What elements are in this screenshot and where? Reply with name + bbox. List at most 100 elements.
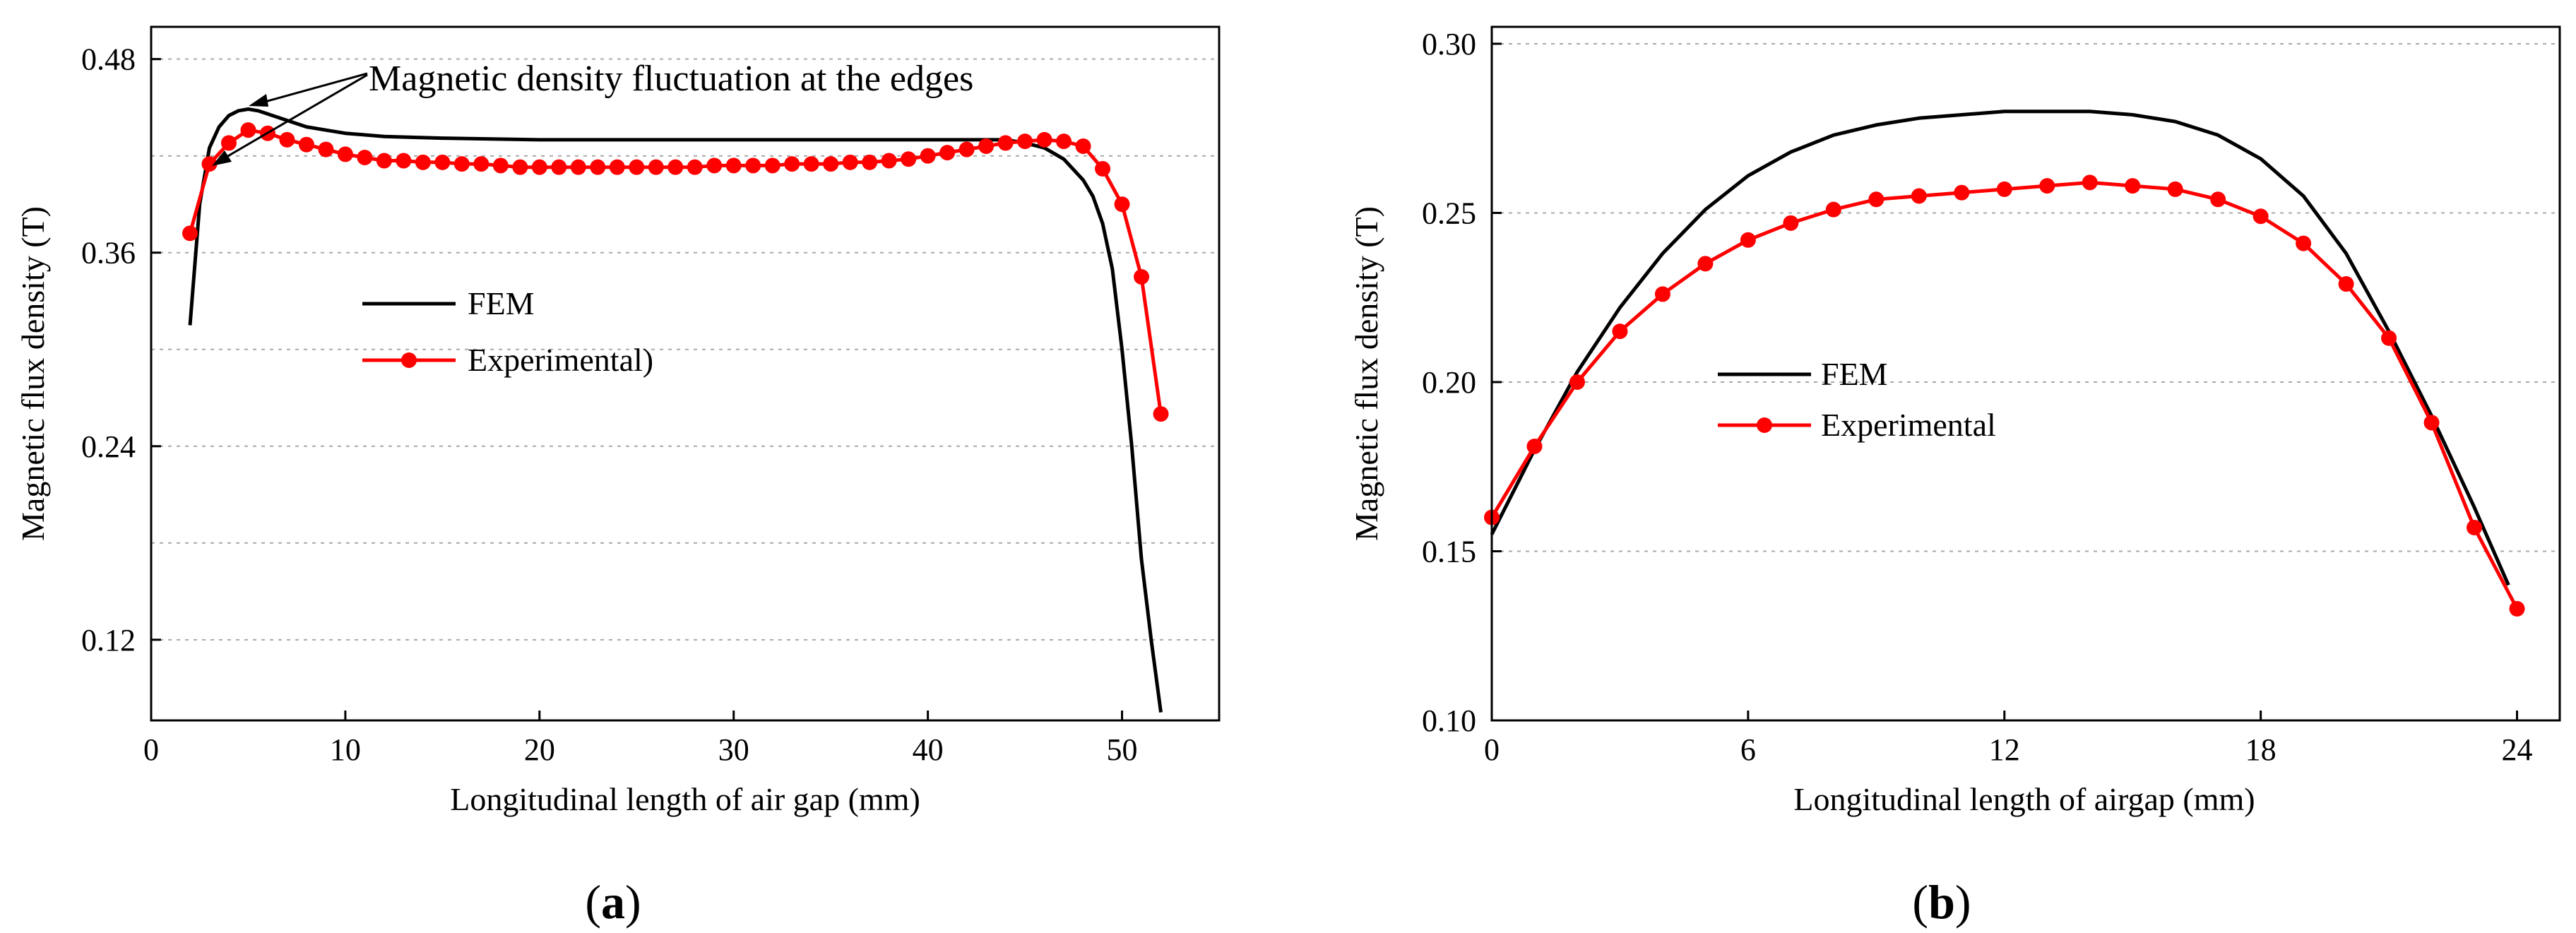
chart-b-series-experimental-point — [1697, 256, 1714, 272]
chart-a-x-tick-label: 40 — [913, 732, 944, 767]
chart-a-plot-frame — [150, 25, 1221, 722]
chart-a-series-experimental-point — [434, 154, 451, 170]
chart-a-series-experimental-point — [881, 153, 897, 169]
chart-a-x-tick-label: 30 — [718, 732, 749, 767]
legend-fem-label: FEM — [1821, 356, 1888, 392]
chart-a-series-experimental-point — [453, 156, 470, 172]
chart-b-y-tick-label: 0.10 — [1422, 703, 1476, 738]
chart-b-series-experimental-point — [1783, 215, 1799, 231]
legend-experimental-label: Experimental — [1821, 407, 1996, 443]
chart-b-series-experimental-line — [1490, 180, 2519, 610]
chart-a-series-experimental-point — [609, 159, 625, 175]
chart-a-x-axis-label: Longitudinal length of air gap (mm) — [450, 781, 920, 817]
chart-a-series-experimental-point — [648, 159, 664, 175]
chart-a-series-experimental-point — [823, 156, 839, 172]
chart-b-x-tick-label: 6 — [1740, 732, 1756, 767]
chart-a-series-experimental-point — [706, 158, 723, 174]
chart-a-series-experimental-point — [396, 153, 412, 169]
annotation-arrow-upper — [259, 72, 368, 105]
chart-b-series-experimental-point — [2423, 415, 2440, 431]
chart-a-series-experimental-point — [512, 159, 528, 175]
chart-a-series-experimental-point — [997, 135, 1014, 151]
chart-b-series-experimental-point — [2467, 519, 2483, 535]
chart-a-series-experimental-point — [958, 141, 975, 158]
chart-a-series-experimental-point — [415, 154, 431, 170]
chart-b-x-axis-label: Longitudinal length of airgap (mm) — [1793, 781, 2255, 817]
chart-a-panel-letter: a — [601, 875, 625, 929]
chart-b-series-experimental-point — [2125, 178, 2141, 194]
chart-b-series-experimental-point — [2039, 178, 2055, 194]
chart-a-series-experimental-point — [1095, 160, 1111, 177]
chart-a-panel-label: (a) — [585, 875, 641, 929]
chart-b-series-experimental-point — [1740, 232, 1756, 248]
legend-experimental-marker — [1757, 417, 1772, 433]
annotation-arrow-lower — [221, 73, 368, 161]
chart-b-series-experimental-point — [2082, 174, 2098, 191]
chart-a-x-tick-label: 0 — [143, 732, 159, 767]
chart-a-series-experimental-point — [240, 122, 256, 138]
chart-a-series-experimental-point — [784, 156, 800, 172]
chart-a-series-experimental-point — [764, 158, 780, 174]
chart-b-y-axis-label: Magnetic flux density (T) — [1348, 206, 1384, 541]
chart-b-series-experimental-point — [1954, 184, 1970, 201]
chart-b-series-experimental-point — [1569, 374, 1585, 390]
chart-a-series — [182, 107, 1169, 713]
chart-a-series-experimental-point — [1153, 406, 1169, 422]
chart-b-series-experimental-point — [2296, 235, 2312, 251]
chart-b-y-tick-label: 0.15 — [1422, 534, 1476, 569]
chart-b-series-experimental-point — [2210, 191, 2226, 208]
chart-b-series-experimental-point — [1612, 323, 1628, 340]
chart-b-series — [1484, 109, 2525, 617]
chart-b-plot-frame — [1490, 25, 2561, 722]
chart-b-panel-letter: b — [1928, 875, 1955, 929]
chart-a-y-tick-label: 0.48 — [81, 42, 136, 77]
chart-a-series-experimental-point — [745, 158, 761, 174]
chart-b-y-tick-label: 0.30 — [1422, 27, 1476, 61]
chart-b-x-tick-label: 24 — [2502, 732, 2533, 767]
chart-a-annotation-arrows — [212, 72, 368, 166]
chart-a-series-experimental-point — [357, 149, 373, 165]
chart-a-ticks: 0 10 20 30 40 50 0.12 0.24 0.36 0.48 — [81, 42, 1138, 767]
chart-a-series-experimental-point — [337, 146, 353, 162]
chart-b-y-tick-label: 0.25 — [1422, 196, 1476, 230]
chart-a-series-experimental-point — [220, 135, 237, 151]
chart-b-series-experimental-point — [2252, 208, 2269, 225]
chart-a-series-experimental-point — [978, 138, 995, 154]
chart-a-y-tick-label: 0.36 — [81, 236, 136, 271]
chart-a-series-experimental-point — [531, 159, 547, 175]
chart-a-x-tick-label: 50 — [1107, 732, 1138, 767]
chart-a-series-experimental-point — [1075, 138, 1091, 154]
chart-a-annotation: Magnetic density fluctuation at the edge… — [369, 59, 973, 99]
chart-a-series-experimental-point — [376, 153, 392, 169]
chart-a-series-experimental-point — [473, 156, 489, 172]
chart-a-series-experimental-point — [279, 131, 295, 148]
chart-a-legend: FEM Experimental) — [362, 285, 653, 378]
legend-experimental-marker — [401, 352, 417, 368]
chart-a-series-experimental-point — [318, 141, 334, 158]
chart-b-series-experimental-point — [2338, 276, 2354, 292]
chart-a-series-experimental-point — [492, 158, 509, 174]
chart-b-panel-label: (b) — [1912, 875, 1971, 929]
chart-b-x-tick-label: 18 — [2245, 732, 2277, 767]
chart-a-series-experimental-point — [1056, 133, 1072, 150]
chart-a-series-experimental-point — [1036, 131, 1052, 148]
legend-experimental-label: Experimental) — [468, 342, 653, 378]
chart-b-series-experimental-point — [1996, 181, 2012, 197]
chart-b-series-experimental-point — [2509, 600, 2525, 617]
chart-a: 0 10 20 30 40 50 0.12 0.24 0.36 0.48 Longitudinal… — [15, 25, 1221, 929]
chart-a-series-experimental-point — [920, 148, 936, 164]
chart-b: 0 6 12 18 24 0.10 0.15 0.20 0.25 0.30 Longitudina… — [1348, 25, 2561, 929]
chart-a-series-experimental-point — [570, 159, 586, 175]
chart-a-series-experimental-point — [862, 154, 878, 170]
chart-a-series-experimental-point — [201, 156, 218, 172]
chart-a-series-experimental-point — [298, 136, 314, 153]
chart-b-grid — [1492, 42, 2560, 552]
chart-b-series-experimental-point — [1911, 188, 1927, 204]
chart-b-series-experimental-point — [2167, 181, 2183, 197]
chart-a-series-experimental-point — [1114, 196, 1130, 213]
chart-b-series-experimental-point — [2381, 330, 2397, 346]
chart-a-series-fem-line — [188, 107, 1163, 713]
chart-a-series-experimental-point — [629, 159, 645, 175]
chart-a-y-tick-label: 0.24 — [81, 429, 136, 464]
